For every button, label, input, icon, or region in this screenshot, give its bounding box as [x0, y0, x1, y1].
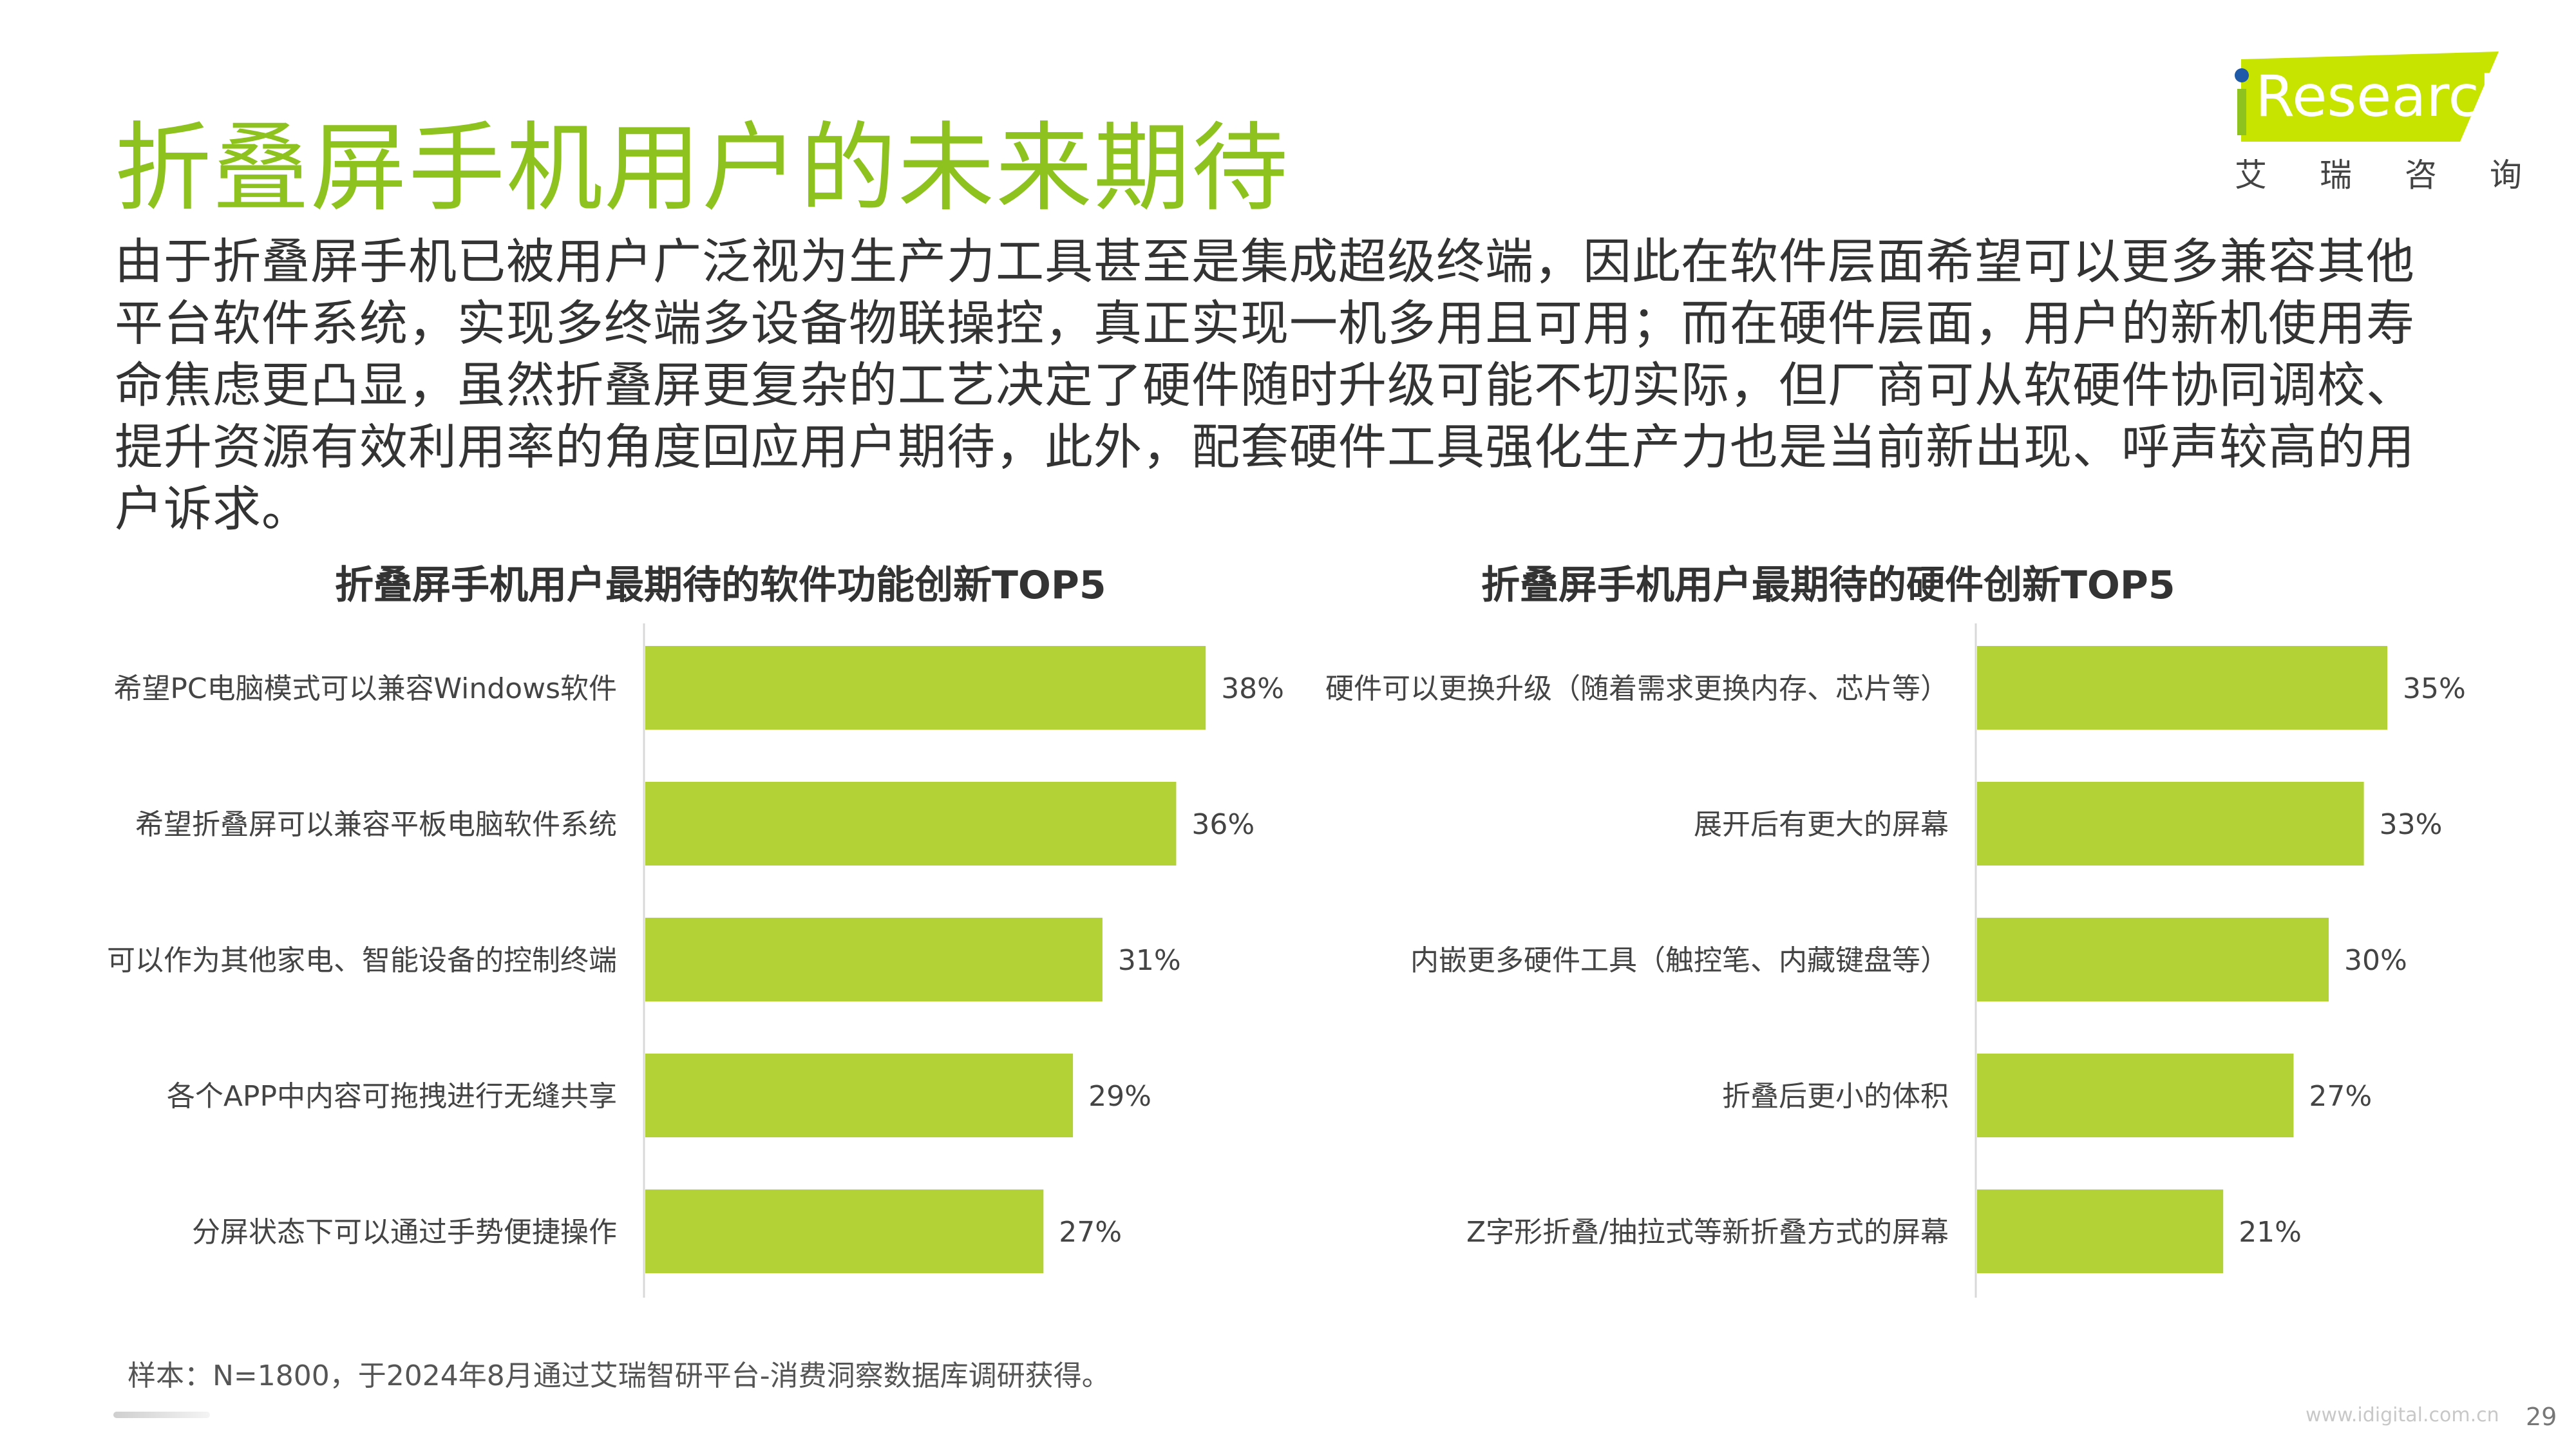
category-label: 内嵌更多硬件工具（触控笔、内藏键盘等）: [1410, 944, 1949, 977]
data-label: 27%: [2309, 1080, 2372, 1113]
category-label: 可以作为其他家电、智能设备的控制终端: [107, 944, 617, 977]
footer-divider: [113, 1412, 210, 1418]
bar: [645, 918, 1103, 1001]
bar: [645, 1189, 1044, 1273]
bar: [645, 1054, 1074, 1137]
bar: [645, 782, 1177, 866]
category-label: 折叠后更小的体积: [1722, 1080, 1949, 1113]
data-label: 27%: [1059, 1216, 1122, 1249]
page-description: 由于折叠屏手机已被用户广泛视为生产力工具甚至是集成超级终端，因此在软件层面希望可…: [115, 233, 2416, 537]
data-label: 36%: [1191, 808, 1255, 841]
watermark: www.idigital.com.cn: [2306, 1404, 2499, 1426]
category-label: 硬件可以更换升级（随着需求更换内存、芯片等）: [1325, 672, 1949, 705]
page-title: 折叠屏手机用户的未来期待: [115, 113, 1290, 225]
data-label: 33%: [2380, 808, 2443, 841]
category-label: 展开后有更大的屏幕: [1694, 808, 1949, 841]
category-label: 希望PC电脑模式可以兼容Windows软件: [113, 672, 617, 705]
bar: [1977, 646, 2387, 730]
bar: [1977, 782, 2364, 866]
logo-dot-icon: [2235, 68, 2249, 82]
chart-title-software: 折叠屏手机用户最期待的软件功能创新TOP5: [335, 563, 1106, 608]
chart-title-hardware: 折叠屏手机用户最期待的硬件创新TOP5: [1481, 563, 2175, 608]
data-label: 21%: [2239, 1216, 2302, 1249]
logo-background: [2241, 52, 2499, 142]
logo-stem-icon: [2237, 89, 2246, 135]
bar: [1977, 1189, 2224, 1273]
bar: [1977, 918, 2329, 1001]
iresearch-logo: Research 艾瑞咨询: [2215, 45, 2524, 194]
data-label: 38%: [1221, 672, 1284, 705]
data-label: 31%: [1118, 944, 1181, 977]
category-label: 分屏状态下可以通过手势便捷操作: [192, 1216, 617, 1249]
logo-text: Research: [2255, 63, 2515, 129]
category-label: 各个APP中内容可拖拽进行无缝共享: [167, 1080, 617, 1113]
logo-chinese: 艾瑞咨询: [2235, 156, 2575, 194]
bar: [645, 646, 1206, 730]
sample-note: 样本：N=1800，于2024年8月通过艾瑞智研平台-消费洞察数据库调研获得。: [128, 1359, 1110, 1392]
data-label: 35%: [2403, 672, 2466, 705]
data-label: 29%: [1088, 1080, 1151, 1113]
category-label: 希望折叠屏可以兼容平板电脑软件系统: [135, 808, 617, 841]
page-number: 29: [2526, 1403, 2557, 1431]
data-label: 30%: [2344, 944, 2407, 977]
category-label: Z字形折叠/抽拉式等新折叠方式的屏幕: [1466, 1216, 1949, 1249]
bar: [1977, 1054, 2294, 1137]
